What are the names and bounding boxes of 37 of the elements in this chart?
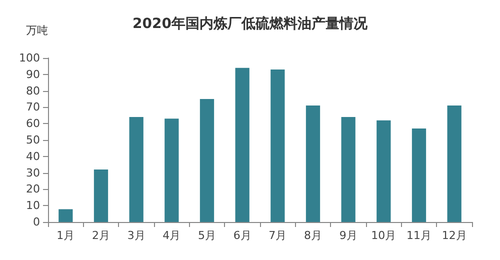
y-tick-label: 100 <box>19 52 40 64</box>
bar <box>129 117 144 222</box>
bar <box>58 209 73 222</box>
x-tick-label: 4月 <box>162 229 181 242</box>
y-tick-label: 50 <box>26 134 40 146</box>
y-tick-label: 10 <box>26 199 40 212</box>
y-tick-label: 70 <box>26 100 40 114</box>
y-tick-label: 30 <box>26 166 40 180</box>
bar <box>376 120 391 222</box>
bar <box>200 99 214 222</box>
y-tick-label: 60 <box>26 117 40 130</box>
x-tick-label: 12月 <box>442 229 467 242</box>
x-tick-label: 11月 <box>406 229 432 242</box>
bar <box>412 128 426 222</box>
x-tick-label: 5月 <box>198 229 216 242</box>
x-tick-label: 1月 <box>56 229 75 242</box>
y-tick-label: 20 <box>26 182 40 196</box>
bar <box>341 117 356 222</box>
bar <box>94 170 108 222</box>
x-tick-label: 10月 <box>371 229 396 242</box>
bar <box>270 69 285 222</box>
chart-title: 2020年国内炼厂低硫燃料油产量情况 <box>132 15 368 32</box>
y-tick-label: 80 <box>26 84 40 98</box>
y-axis-title: 万吨 <box>26 24 48 37</box>
x-tick-label: 2月 <box>92 229 110 242</box>
x-tick-label: 7月 <box>268 229 287 242</box>
bar <box>306 106 320 222</box>
x-tick-label: 6月 <box>233 229 252 242</box>
x-tick-label: 9月 <box>339 229 358 242</box>
y-tick-label: 40 <box>26 150 40 163</box>
bar <box>235 68 250 222</box>
x-tick-label: 8月 <box>304 229 322 242</box>
x-tick-label: 3月 <box>127 229 146 242</box>
bar <box>164 118 179 222</box>
y-tick-label: 90 <box>26 68 40 81</box>
y-tick-label: 0 <box>33 216 40 228</box>
bar <box>447 106 462 222</box>
